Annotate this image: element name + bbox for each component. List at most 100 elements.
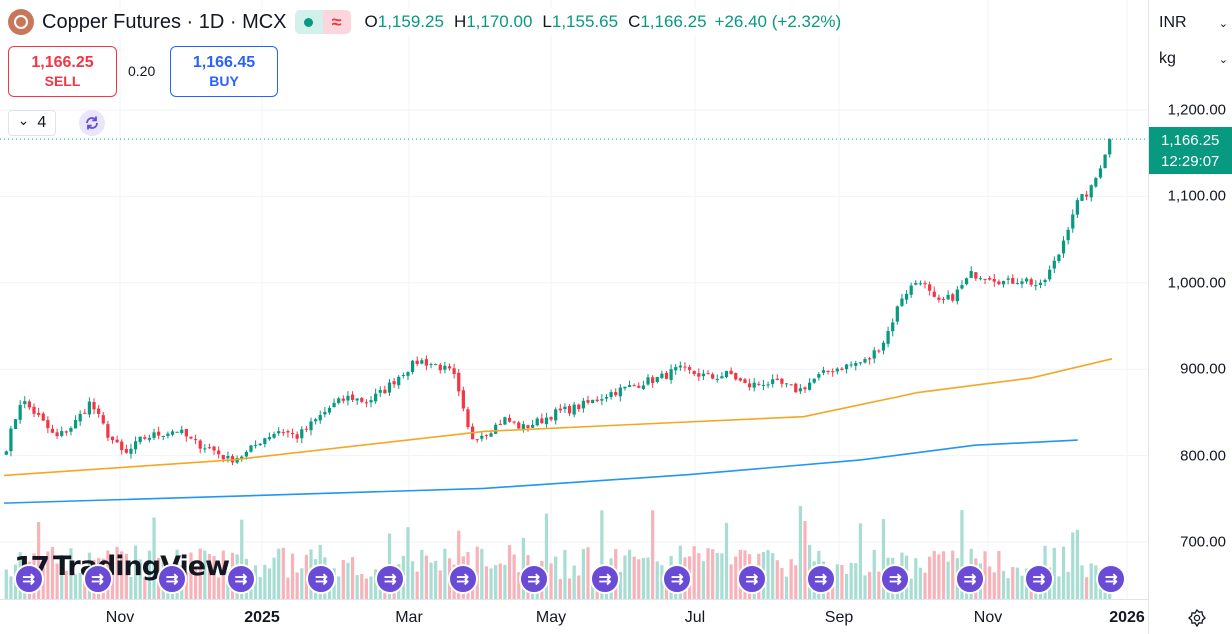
volume-bar [775, 560, 779, 599]
candle [69, 427, 73, 432]
volume-bar [789, 559, 793, 599]
candle [152, 432, 156, 438]
candle [909, 285, 913, 295]
volume-bar [9, 576, 13, 599]
event-marker-icon[interactable]: ⇉ [157, 564, 188, 594]
event-marker-icon[interactable]: ⇉ [82, 564, 113, 594]
time-scale[interactable]: Nov 2025 Mar May Jul Sep Nov 2026 [0, 599, 1148, 634]
candle [614, 392, 618, 396]
volume-bar [420, 549, 424, 599]
candle [692, 370, 696, 375]
event-marker-icon[interactable]: ⇉ [736, 564, 767, 594]
unit-select[interactable]: kg ⌄ [1155, 44, 1232, 74]
event-marker-icon[interactable]: ⇉ [447, 564, 478, 594]
volume-bar [632, 556, 636, 599]
market-status-pill[interactable]: ≈ [294, 10, 351, 34]
volume-bar [544, 513, 549, 599]
candle [549, 417, 553, 420]
buy-button[interactable]: 1,166.45 BUY [170, 46, 278, 97]
candle [895, 306, 899, 322]
event-marker-icon[interactable]: ⇉ [955, 564, 986, 594]
candle [771, 379, 775, 384]
candle [1029, 279, 1033, 285]
volume-bar [600, 510, 604, 599]
candle [263, 438, 267, 445]
volume-bar [337, 576, 341, 599]
candle [475, 439, 479, 441]
candle [207, 447, 212, 449]
candle [87, 401, 92, 415]
ohlc-item: H1,170.00 [454, 12, 532, 32]
candle [466, 409, 470, 428]
currency-select[interactable]: INR ⌄ [1155, 8, 1232, 38]
volume-bar [720, 553, 724, 599]
volume-bar [692, 546, 696, 599]
candle [951, 294, 955, 301]
candle [369, 400, 373, 403]
candle [706, 373, 710, 375]
volume-bar [489, 568, 493, 599]
x-tick-label: Nov [105, 609, 135, 626]
event-marker-icon[interactable]: ⇉ [1096, 564, 1127, 594]
event-marker-icon[interactable]: ⇉ [306, 564, 337, 594]
volume-bar [129, 577, 133, 599]
y-tick-label: 1,200.00 [1167, 101, 1226, 119]
x-tick-label: 2025 [244, 609, 280, 626]
candle [406, 372, 410, 376]
volume-bar [641, 557, 646, 599]
volume-bar [286, 577, 290, 599]
event-marker-icon[interactable]: ⇉ [880, 564, 911, 594]
volume-bar [572, 565, 576, 599]
candle [572, 404, 576, 415]
candle [997, 281, 1001, 285]
volume-bar [558, 578, 562, 599]
candle [327, 407, 332, 413]
volume-bar [406, 527, 410, 599]
candle [955, 289, 959, 302]
event-marker-icon[interactable]: ⇉ [805, 564, 836, 594]
event-marker-icon[interactable]: ⇉ [375, 564, 406, 594]
volume-bar [517, 572, 521, 599]
volume-bar [863, 575, 867, 599]
refresh-icon[interactable] [79, 110, 105, 136]
candle [674, 367, 678, 371]
tradingview-logo[interactable]: 17 TradingView [14, 550, 230, 583]
event-marker-icon[interactable]: ⇉ [1023, 564, 1054, 594]
event-marker-icon[interactable]: ⇉ [662, 564, 693, 594]
event-glyph: ⇉ [671, 570, 684, 588]
indicators-toggle[interactable]: ⌄ 4 [8, 110, 56, 136]
volume-bar [992, 572, 996, 599]
market-open-dot-icon [294, 10, 323, 34]
candle [46, 420, 50, 429]
candle [193, 439, 198, 441]
candle [983, 278, 987, 280]
event-marker-icon[interactable]: ⇉ [226, 564, 257, 594]
tradingview-wordmark: TradingView [52, 551, 230, 582]
candle [641, 385, 646, 389]
candle [97, 408, 101, 414]
volume-bar [844, 573, 849, 599]
event-marker-icon[interactable]: ⇉ [589, 564, 620, 594]
candle [332, 402, 336, 408]
volume-bar [711, 549, 715, 599]
volume-bar [549, 563, 553, 599]
ohlc-key: H [453, 12, 467, 31]
y-tick-label: 700.00 [1180, 533, 1226, 551]
candle [567, 406, 572, 414]
candle [50, 428, 55, 433]
candle [18, 405, 22, 420]
candle [960, 285, 964, 289]
bar-countdown: 12:29:07 [1161, 153, 1220, 170]
volume-bar [1015, 567, 1019, 599]
candle [147, 437, 152, 440]
event-marker-icon[interactable]: ⇉ [518, 564, 549, 594]
volume-bar [37, 521, 41, 599]
candle [854, 363, 858, 366]
event-marker-icon[interactable]: ⇉ [13, 564, 44, 594]
symbol-title[interactable]: Copper Futures · 1D · MCX [42, 10, 287, 33]
candle [378, 389, 382, 393]
candle [212, 446, 216, 451]
price-scale[interactable]: 700.00 800.00 900.00 1,000.00 1,100.00 1,200.… [1148, 0, 1232, 634]
sell-button[interactable]: 1,166.25 SELL [8, 46, 117, 97]
settings-gear-icon[interactable] [1187, 608, 1207, 628]
